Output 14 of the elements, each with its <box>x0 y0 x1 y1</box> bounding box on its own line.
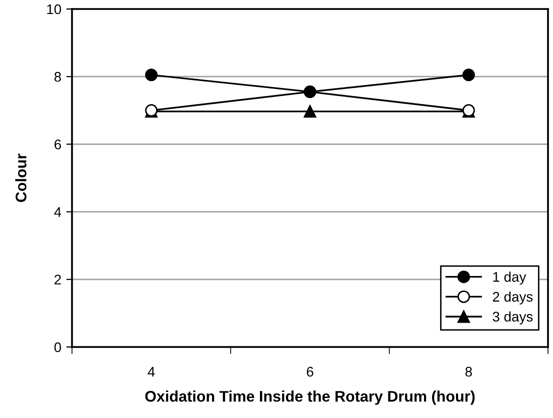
y-tick-label: 8 <box>54 72 61 82</box>
x-tick-label: 4 <box>148 366 155 377</box>
x-axis-title: Oxidation Time Inside the Rotary Drum (hour) <box>145 390 475 405</box>
legend-label: 3 days <box>492 311 533 324</box>
y-tick-label: 6 <box>54 140 61 150</box>
y-tick-label: 2 <box>54 274 61 284</box>
y-axis-title: Colour <box>15 154 26 202</box>
x-tick-label: 6 <box>306 366 314 377</box>
y-tick-label: 0 <box>54 342 62 352</box>
legend-label: 1 day <box>493 272 526 285</box>
x-tick-label: 8 <box>465 366 472 377</box>
y-tick-label: 4 <box>54 207 62 217</box>
y-tick-label: 10 <box>47 4 62 14</box>
legend-label: 2 days <box>492 292 533 304</box>
